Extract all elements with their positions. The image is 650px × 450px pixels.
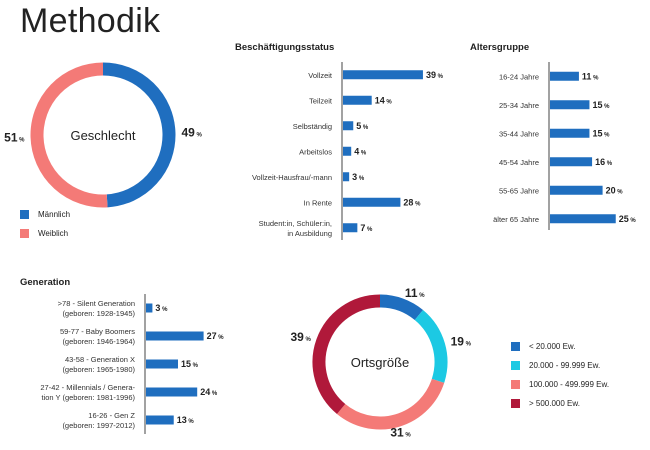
bar-value-label: 28 %	[403, 197, 421, 207]
bar-value-label: 20 %	[606, 185, 624, 195]
employment-bar-chart: Vollzeit 39 % Teilzeit 14 % Selbständig 5 % Ar…	[252, 62, 444, 240]
age-bar-chart: 16-24 Jahre 11 % 25-34 Jahre 15 % 35-44 Jahr…	[493, 62, 637, 230]
bar-value-label: 15 %	[592, 128, 610, 138]
bar-value-label: 13 %	[177, 415, 195, 425]
bar	[146, 359, 178, 369]
bar	[146, 331, 204, 341]
donut-center-title: Ortsgröße	[351, 355, 410, 370]
donut-value-label: 39 %	[290, 330, 311, 344]
bar-value-label: 15 %	[592, 100, 610, 110]
bar	[550, 214, 616, 224]
bar-value-label: 5 %	[356, 121, 369, 131]
bar-category-label: Student:in, Schüler:in, in Ausbildung	[259, 219, 332, 238]
bar-category-label: Selbständig	[293, 122, 332, 131]
donut-center-title: Geschlecht	[70, 128, 135, 143]
donut-value-label: 11 %	[405, 286, 425, 300]
bar-value-label: 15 %	[181, 359, 199, 369]
bar-value-label: 24 %	[200, 387, 218, 397]
bar	[550, 100, 590, 110]
donut-slice	[336, 378, 445, 430]
bar-value-label: 11 %	[582, 71, 599, 81]
bar	[343, 95, 372, 105]
bar-category-label: In Rente	[304, 198, 332, 207]
donut-slice	[30, 62, 108, 208]
bar	[146, 303, 153, 313]
bar-value-label: 39 %	[426, 70, 444, 80]
donut-slice	[312, 294, 381, 415]
age-chart-title: Altersgruppe	[470, 42, 530, 53]
bar-category-label: >78 - Silent Generation (geboren: 1928-19…	[58, 299, 136, 318]
bar	[343, 121, 354, 131]
bar	[343, 223, 358, 233]
bar-category-label: 16-24 Jahre	[499, 72, 539, 81]
bar-value-label: 3 %	[352, 172, 365, 182]
bar	[146, 415, 174, 425]
donut-value-label: 31 %	[390, 426, 411, 440]
bar-category-label: Vollzeit	[308, 71, 333, 80]
bar-category-label: 27-42 - Millennials / Genera-tion Y (geb…	[40, 383, 135, 402]
bar-category-label: 16-26 - Gen Z (geboren: 1997-2012)	[62, 411, 135, 430]
bar-category-label: 35-44 Jahre	[499, 129, 539, 138]
legend-label: 20.000 - 99.999 Ew.	[529, 361, 601, 370]
bar-value-label: 14 %	[375, 95, 393, 105]
bar-category-label: Teilzeit	[309, 96, 333, 105]
bar-value-label: 25 %	[619, 214, 637, 224]
bar-value-label: 16 %	[595, 157, 613, 167]
legend-item: Männlich	[20, 205, 70, 224]
legend-swatch	[511, 399, 520, 408]
bar	[146, 387, 198, 397]
donut-value-label: 51 %	[4, 130, 25, 144]
bar	[343, 197, 401, 207]
legend-item: > 500.000 Ew.	[511, 394, 609, 413]
legend-swatch	[20, 229, 29, 238]
bar-category-label: 25-34 Jahre	[499, 101, 539, 110]
bar-category-label: 45-54 Jahre	[499, 158, 539, 167]
legend-item: 100.000 - 499.999 Ew.	[511, 375, 609, 394]
town-size-donut-chart: 11 % 19 % 31 % 39 % Ortsgröße	[290, 286, 472, 440]
bar-value-label: 27 %	[207, 331, 225, 341]
bar	[550, 71, 579, 81]
bar-category-label: 55-65 Jahre	[499, 186, 539, 195]
legend-label: > 500.000 Ew.	[529, 399, 580, 408]
legend-item: 20.000 - 99.999 Ew.	[511, 356, 609, 375]
bar-category-label: älter 65 Jahre	[493, 215, 539, 224]
legend-label: Weiblich	[38, 229, 69, 238]
bar	[550, 157, 593, 167]
bar-value-label: 3 %	[155, 303, 168, 313]
bar	[343, 172, 350, 182]
legend-swatch	[511, 380, 520, 389]
page-title: Methodik	[20, 2, 161, 40]
gender-legend: Männlich Weiblich	[20, 205, 70, 243]
generation-chart-title: Generation	[20, 277, 71, 288]
bar-category-label: Arbeitslos	[299, 147, 332, 156]
bar-category-label: 43-58 - Generation X (geboren: 1965-1980)	[62, 355, 135, 374]
bar	[343, 70, 423, 80]
donut-slice	[102, 62, 176, 208]
bar	[343, 146, 352, 156]
bar-category-label: Vollzeit-Hausfrau/-mann	[252, 173, 332, 182]
donut-slice	[379, 294, 424, 321]
legend-item: Weiblich	[20, 224, 70, 243]
donut-slice	[414, 309, 448, 383]
bar-value-label: 4 %	[354, 146, 367, 156]
legend-item: < 20.000 Ew.	[511, 337, 609, 356]
bar-category-label: 59-77 - Baby Boomers (geboren: 1946-1964)	[60, 327, 136, 346]
bar-value-label: 7 %	[360, 223, 373, 233]
legend-swatch	[20, 210, 29, 219]
bar	[550, 185, 603, 195]
legend-label: < 20.000 Ew.	[529, 342, 576, 351]
employment-chart-title: Beschäftigungsstatus	[235, 42, 335, 53]
legend-label: Männlich	[38, 210, 71, 219]
gender-donut-chart: 49 % 51 % Geschlecht	[4, 62, 202, 208]
donut-value-label: 19 %	[451, 334, 472, 348]
legend-swatch	[511, 342, 520, 351]
legend-swatch	[511, 361, 520, 370]
legend-label: 100.000 - 499.999 Ew.	[529, 380, 610, 389]
donut-value-label: 49 %	[181, 126, 202, 140]
town-size-legend: < 20.000 Ew. 20.000 - 99.999 Ew. 100.000 -…	[511, 337, 609, 413]
generation-bar-chart: >78 - Silent Generation (geboren: 1928-19…	[40, 294, 225, 434]
bar	[550, 128, 590, 138]
